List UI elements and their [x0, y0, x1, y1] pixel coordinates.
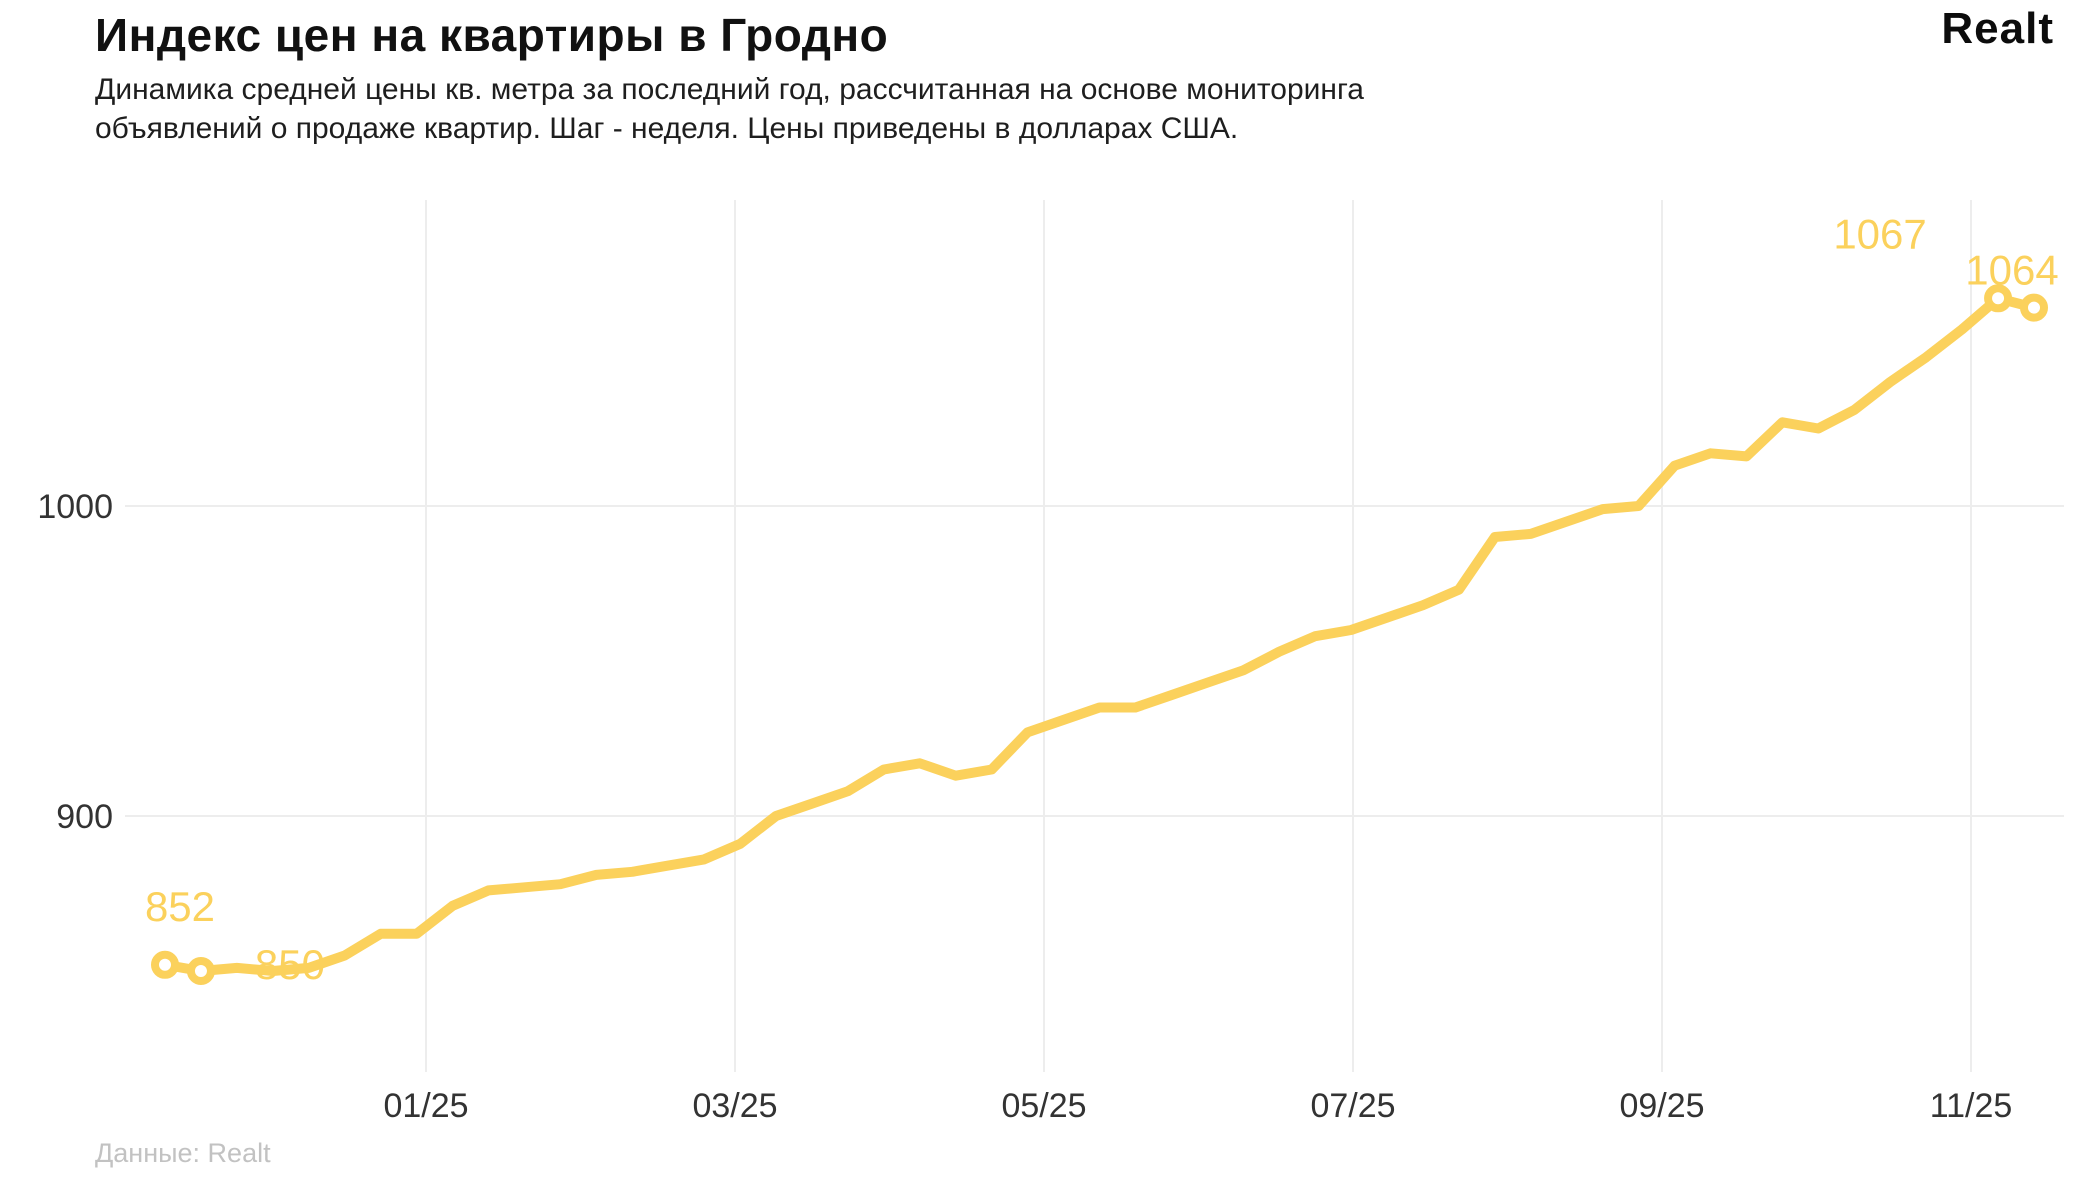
page-title: Индекс цен на квартиры в Гродно [95, 9, 889, 61]
chart-subtitle: Динамика средней цены кв. метра за после… [95, 70, 1364, 148]
y-axis-tick-label: 900 [56, 798, 113, 836]
data-point-label: 1064 [1965, 247, 2058, 294]
subtitle-line-1: Динамика средней цены кв. метра за после… [95, 73, 1364, 106]
x-axis-tick-label: 05/25 [1001, 1087, 1086, 1125]
data-point-marker [2020, 293, 2048, 322]
y-axis-tick-label: 1000 [37, 488, 113, 526]
x-axis-tick-label: 03/25 [692, 1087, 777, 1125]
data-point-marker [186, 957, 215, 985]
data-point-marker [151, 950, 179, 979]
data-point-label: 852 [145, 883, 215, 930]
x-axis-tick-label: 07/25 [1310, 1087, 1395, 1125]
x-axis-tick-label: 01/25 [383, 1087, 468, 1125]
realt-logo: Realt [1941, 4, 2054, 53]
data-source-caption: Данные: Realt [95, 1138, 271, 1168]
data-point-marker [1984, 284, 2013, 313]
data-point-label: 850 [255, 941, 325, 988]
data-point-label: 1067 [1833, 210, 1926, 257]
x-axis-tick-label: 11/25 [1930, 1087, 2013, 1125]
subtitle-line-2: объявлений о продаже квартир. Шаг - неде… [95, 112, 1239, 145]
x-axis-tick-label: 09/25 [1619, 1087, 1704, 1125]
price-line-series [160, 293, 2039, 976]
